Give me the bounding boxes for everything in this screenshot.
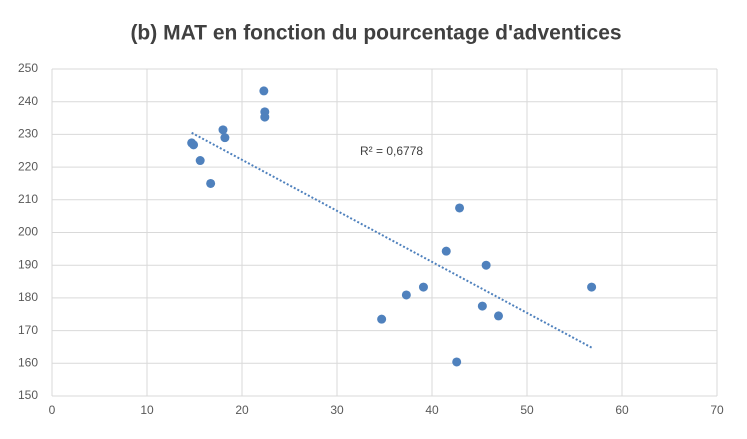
trendline xyxy=(191,131,593,349)
point xyxy=(220,133,230,143)
point xyxy=(494,311,503,321)
x-tick-label: 60 xyxy=(615,403,629,417)
point xyxy=(189,140,199,150)
y-tick-label: 150 xyxy=(18,388,38,402)
point xyxy=(260,112,270,122)
x-tick-label: 20 xyxy=(235,403,249,417)
y-tick-label: 240 xyxy=(18,94,38,108)
point xyxy=(455,203,465,213)
point xyxy=(401,290,411,300)
y-tick-label: 170 xyxy=(18,323,38,337)
x-tick-label: 50 xyxy=(520,403,534,417)
y-tick-label: 220 xyxy=(18,159,38,173)
x-tick-label: 70 xyxy=(710,403,724,417)
y-tick-label: 160 xyxy=(18,355,38,369)
point xyxy=(195,156,205,166)
point xyxy=(587,282,597,292)
y-tick-label: 200 xyxy=(18,225,38,239)
point xyxy=(418,282,428,292)
y-tick-label: 230 xyxy=(18,127,38,141)
x-tick-label: 40 xyxy=(425,403,439,417)
point xyxy=(206,178,216,188)
trendline-label: R² = 0,6778 xyxy=(360,144,423,158)
x-tick-label: 10 xyxy=(140,403,154,417)
point xyxy=(441,246,451,256)
point xyxy=(218,125,228,135)
point xyxy=(259,86,269,96)
point xyxy=(377,314,387,324)
y-tick-label: 180 xyxy=(18,290,38,304)
y-tick-label: 250 xyxy=(18,61,38,75)
point xyxy=(477,301,487,311)
y-tick-label: 210 xyxy=(18,192,38,206)
point xyxy=(452,357,462,367)
point xyxy=(481,260,491,270)
x-tick-label: 30 xyxy=(330,403,344,417)
chart-title: (b) MAT en fonction du pourcentage d'adv… xyxy=(130,22,621,45)
x-tick-label: 0 xyxy=(49,403,56,417)
y-tick-label: 190 xyxy=(18,257,38,271)
